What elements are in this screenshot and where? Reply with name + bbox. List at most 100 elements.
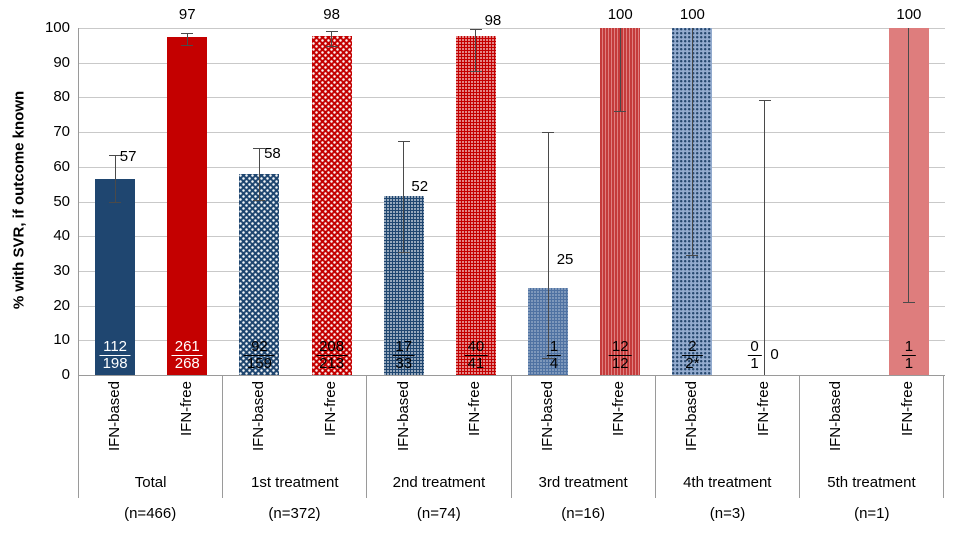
- bar-slot: 100 1 1: [873, 6, 945, 375]
- error-bar-cap-top: [253, 148, 266, 150]
- value-label: 25: [556, 251, 574, 269]
- fraction-denominator: 159: [243, 355, 275, 372]
- fraction-numerator: 92: [251, 338, 268, 355]
- bar: [239, 174, 280, 375]
- y-axis-title: % with SVR, if outcome known: [10, 90, 28, 310]
- error-bar: [758, 99, 771, 375]
- series-label-slot: IFN-free: [439, 376, 511, 472]
- error-bar-cap-top: [109, 155, 122, 157]
- gridline: [79, 305, 945, 307]
- fraction-numerator: 0: [750, 338, 759, 355]
- series-label: IFN-based: [682, 381, 700, 452]
- y-tick-label: 70: [53, 123, 70, 141]
- series-label-slot: IFN-free: [295, 376, 367, 472]
- error-bar: [109, 155, 122, 203]
- fraction-label: 261 268: [171, 338, 203, 372]
- series-label-slot: IFN-based: [223, 376, 295, 472]
- bar-slot: 100 12 12: [584, 6, 656, 375]
- category-group: IFN-based IFN-free 4th treatment: [654, 376, 799, 498]
- y-tick-label: 10: [53, 331, 70, 349]
- n-label: (n=372): [268, 505, 321, 522]
- gridline: [79, 62, 945, 64]
- series-label-slot: IFN-based: [512, 376, 584, 472]
- n-label: (n=74): [416, 505, 461, 522]
- series-label-slot: IFN-based: [79, 376, 151, 472]
- fraction-label: 40 41: [464, 339, 488, 372]
- bar-slot: 98 40 41: [440, 12, 512, 375]
- y-tick-label: 100: [44, 19, 70, 36]
- bar-group: 52 17 33 98 40 41: [368, 12, 512, 375]
- error-bar: [253, 148, 266, 202]
- series-label-slot: IFN-free: [151, 376, 223, 472]
- series-label: IFN-free: [177, 381, 195, 437]
- value-label: 0: [770, 345, 779, 363]
- series-label: IFN-free: [898, 381, 916, 437]
- gridline: [79, 97, 945, 99]
- fraction-numerator: 1: [549, 338, 559, 355]
- series-label-row: IFN-based IFN-free: [79, 376, 222, 472]
- n-label: (n=3): [709, 505, 746, 522]
- value-label: 97: [178, 5, 196, 23]
- series-label: IFN-based: [106, 381, 124, 452]
- series-label: IFN-free: [322, 381, 340, 437]
- error-bar-cap-bottom: [109, 201, 122, 203]
- gridline: [79, 201, 945, 203]
- error-bar-cap-top: [181, 32, 194, 34]
- bar-group: 100 2 2* 0 0 1: [656, 6, 800, 375]
- series-label-row: IFN-based IFN-free: [223, 376, 366, 472]
- value-label: 57: [119, 148, 137, 166]
- bar-slot: 58 92 159: [223, 28, 295, 375]
- value-label: 52: [411, 178, 429, 196]
- y-tick-label: 60: [53, 157, 70, 175]
- series-label: IFN-free: [610, 381, 628, 437]
- error-bar-cap-bottom: [614, 110, 627, 112]
- series-label: IFN-based: [250, 381, 268, 452]
- error-bar: [469, 29, 482, 72]
- fraction-denominator: 4: [546, 355, 562, 372]
- error-bar: [542, 132, 555, 360]
- error-bar-cap-top: [542, 132, 555, 134]
- fraction-numerator: 112: [103, 338, 128, 355]
- category-group: IFN-based IFN-free 5th treatment: [798, 376, 945, 498]
- gridline: [79, 340, 945, 342]
- error-bar-cap-top: [469, 29, 482, 31]
- plot-groups: 57 112 198 97 261 268 58 92 159 98 208 213 52 17 33 98 4…: [79, 6, 945, 375]
- series-label: IFN-based: [827, 381, 845, 452]
- group-label: 4th treatment: [683, 474, 772, 491]
- category-group: IFN-based IFN-free 3rd treatment: [510, 376, 655, 498]
- y-tick-label: 20: [53, 296, 70, 314]
- fraction-label: 17 33: [392, 338, 416, 372]
- group-label: 5th treatment: [827, 474, 916, 491]
- y-tick-label: 40: [53, 227, 70, 245]
- error-bar-cap-bottom: [686, 255, 699, 257]
- gridline: [79, 270, 945, 272]
- fraction-denominator: 213: [316, 355, 348, 372]
- fraction-numerator: 17: [395, 338, 413, 355]
- series-label: IFN-free: [754, 381, 772, 437]
- bar-slot: 57 112 198: [79, 28, 151, 375]
- bar-group: 25 1 4 100 12 12: [512, 6, 656, 375]
- fraction-denominator: 33: [392, 355, 416, 372]
- value-label: 100: [607, 5, 633, 23]
- value-label: 100: [896, 5, 922, 23]
- fraction-label: 12 12: [608, 339, 632, 372]
- group-label: 2nd treatment: [392, 474, 486, 491]
- plot-area: 57 112 198 97 261 268 58 92 159 98 208 213 52 17 33 98 4…: [78, 6, 945, 376]
- series-label-row: IFN-based IFN-free: [367, 376, 510, 472]
- bar: [455, 36, 496, 375]
- fraction-numerator: 261: [174, 338, 200, 355]
- error-bar: [686, 28, 699, 257]
- fraction-denominator: 2*: [682, 355, 703, 372]
- error-bar-cap-top: [397, 140, 410, 142]
- series-label-slot: IFN-free: [583, 376, 655, 472]
- fraction-denominator: 1: [747, 355, 762, 372]
- bar-slot: 97 261 268: [151, 6, 223, 375]
- fraction-label: 2 2*: [682, 339, 703, 372]
- fraction-denominator: 41: [464, 355, 488, 372]
- series-label-slot: IFN-free: [871, 376, 943, 472]
- category-group: IFN-based IFN-free Total: [78, 376, 222, 498]
- bar-group: 58 92 159 98 208 213: [223, 6, 367, 375]
- series-label-slot: IFN-free: [727, 376, 799, 472]
